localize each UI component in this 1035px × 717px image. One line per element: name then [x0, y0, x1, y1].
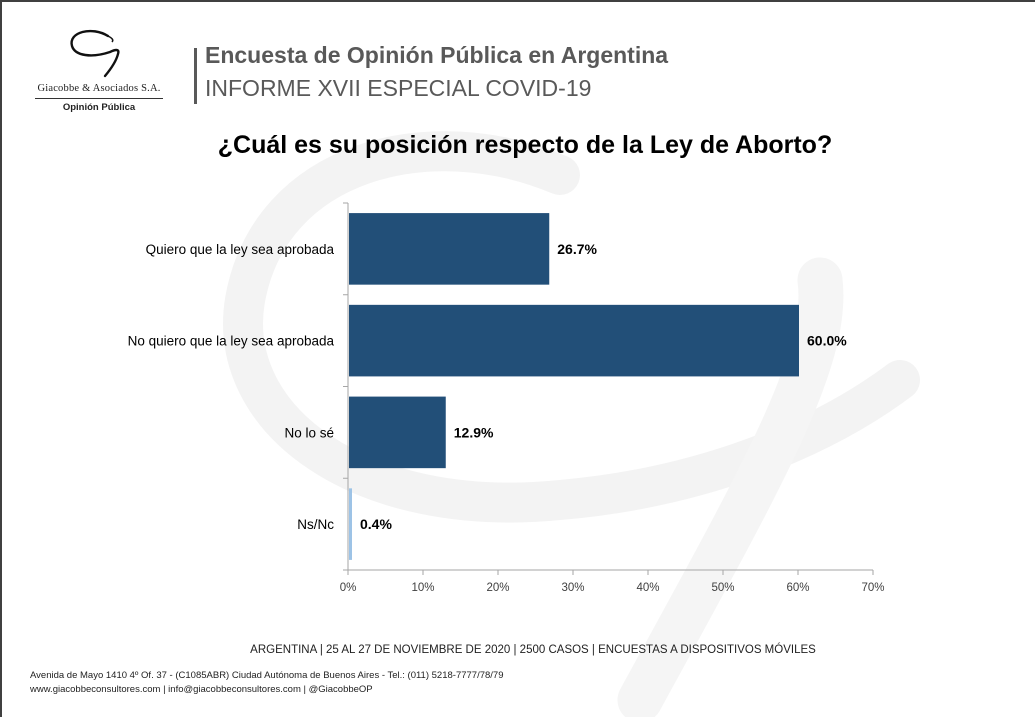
logo-tagline: Opinión Pública	[62, 102, 136, 113]
x-tick-label: 0%	[340, 582, 357, 594]
logo-divider	[35, 98, 163, 99]
logo-swirl-icon	[70, 29, 120, 78]
x-tick-label: 20%	[486, 582, 509, 594]
data-label: 60.0%	[807, 333, 847, 349]
category-label: No lo sé	[284, 425, 334, 440]
x-tick-label: 10%	[411, 582, 434, 594]
page-border-left	[0, 0, 2, 717]
bar	[349, 396, 446, 469]
chart-title: ¿Cuál es su posición respecto de la Ley …	[217, 131, 833, 159]
page-border-top	[0, 0, 1035, 2]
x-tick-label: 30%	[561, 582, 584, 594]
methodology-note: ARGENTINA | 25 AL 27 DE NOVIEMBRE DE 202…	[250, 644, 816, 656]
category-label: Ns/Nc	[297, 517, 334, 532]
x-tick-label: 70%	[861, 582, 884, 594]
logo-firm-name: Giacobbe & Asociados S.A.	[37, 83, 161, 94]
data-label: 12.9%	[454, 424, 494, 440]
category-label: Quiero que la ley sea aprobada	[146, 242, 335, 257]
company-address: Avenida de Mayo 1410 4º Of. 37 - (C1085A…	[30, 670, 504, 681]
bar	[349, 213, 550, 285]
header-accent-bar	[194, 48, 197, 104]
data-label: 26.7%	[557, 241, 597, 257]
report-title: Encuesta de Opinión Pública en Argentina	[205, 42, 669, 68]
x-tick-label: 60%	[786, 582, 809, 594]
category-label: No quiero que la ley sea aprobada	[128, 334, 335, 349]
x-tick-label: 50%	[711, 582, 734, 594]
x-tick-label: 40%	[636, 582, 659, 594]
data-label: 0.4%	[360, 516, 392, 532]
bar	[349, 488, 352, 560]
report-subtitle: INFORME XVII ESPECIAL COVID-19	[205, 75, 592, 101]
company-logo: Giacobbe & Asociados S.A. Opinión Públic…	[30, 28, 166, 118]
bar	[349, 304, 799, 377]
company-contact: www.giacobbeconsultores.com | info@giaco…	[30, 684, 373, 695]
